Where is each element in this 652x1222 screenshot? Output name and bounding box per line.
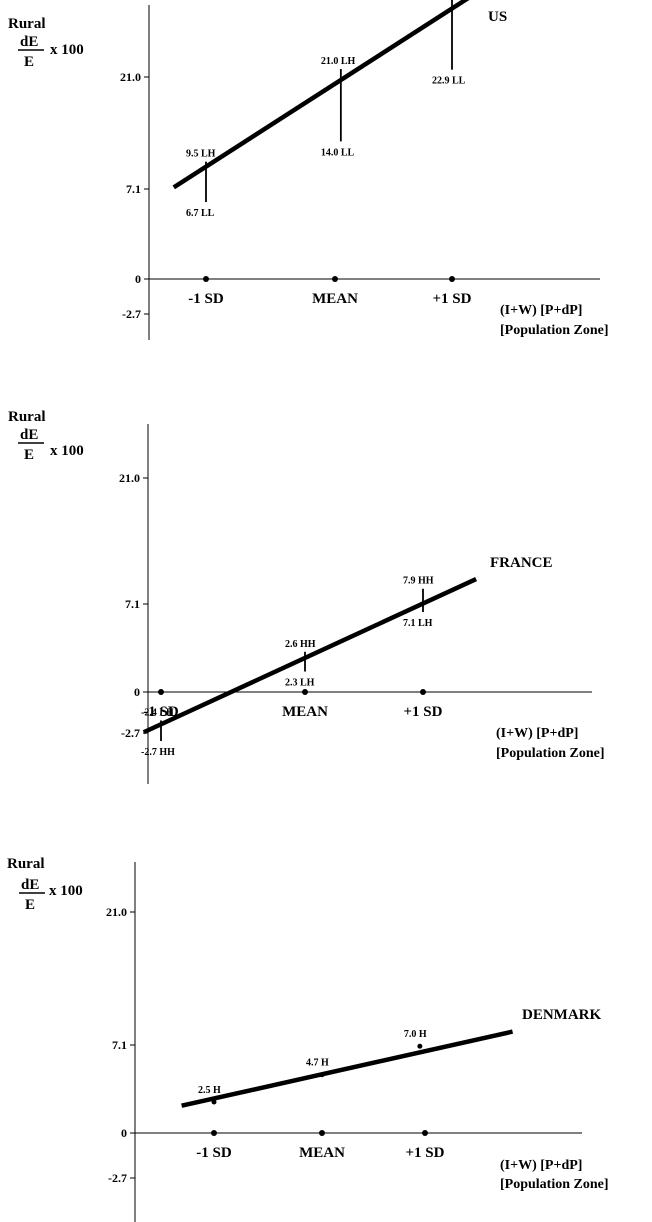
y-axis-label-numerator: dE: [20, 427, 38, 443]
x-tick-dot: [302, 689, 308, 695]
range-high-label: 2.6 HH: [285, 639, 316, 650]
x-tick-label: +1 SD: [404, 704, 443, 720]
y-axis-label-multiplier: x 100: [50, 42, 84, 58]
y-axis-label-denominator: E: [24, 54, 34, 70]
x-tick-dot: [158, 689, 164, 695]
range-low-label: -2.7 HH: [141, 747, 175, 758]
series-line: [172, 0, 470, 190]
x-tick-dot: [211, 1130, 217, 1136]
range-high-label: -2.4 LH: [141, 707, 174, 718]
range-low-label: 7.1 LH: [403, 618, 433, 629]
y-axis-label-rural: Rural: [8, 409, 46, 425]
y-axis-label-multiplier: x 100: [50, 443, 84, 459]
x-tick-dot: [203, 276, 209, 282]
data-point-label: 2.5 H: [198, 1085, 221, 1096]
y-tick-label: 0: [121, 1126, 127, 1140]
range-low-label: 2.3 LH: [285, 677, 315, 688]
y-axis-label-denominator: E: [24, 447, 34, 463]
x-axis-label: (I+W) [P+dP]: [496, 726, 578, 741]
y-tick-label: 21.0: [120, 70, 141, 84]
x-tick-label: +1 SD: [433, 291, 472, 307]
range-high-label: 9.5 LH: [186, 149, 216, 160]
x-tick-dot: [332, 276, 338, 282]
x-tick-label: -1 SD: [196, 1145, 232, 1161]
y-tick-label: 21.0: [119, 471, 140, 485]
x-tick-dot: [319, 1130, 325, 1136]
x-tick-label: -1 SD: [143, 704, 179, 720]
x-tick-dot: [449, 276, 455, 282]
data-point: [319, 1072, 325, 1078]
x-tick-label: MEAN: [312, 291, 358, 307]
y-tick-label: 21.0: [106, 905, 127, 919]
y-axis-label-denominator: E: [25, 897, 35, 913]
x-axis-label-zone: [Population Zone]: [500, 323, 609, 338]
range-low-label: 6.7 LL: [186, 208, 215, 219]
range-low-label: 14.0 LL: [321, 147, 355, 158]
x-tick-dot: [420, 689, 426, 695]
x-axis-label: (I+W) [P+dP]: [500, 1158, 582, 1173]
y-tick-label: -2.7: [108, 1171, 127, 1185]
series-line: [142, 577, 478, 735]
range-low-label: 22.9 LL: [432, 76, 466, 87]
x-tick-dot: [422, 1130, 428, 1136]
series-name-label: DENMARK: [522, 1007, 601, 1023]
x-axis-label-zone: [Population Zone]: [500, 1177, 609, 1192]
data-point-label: 4.7 H: [306, 1058, 329, 1069]
data-point: [211, 1099, 217, 1105]
y-axis-label-rural: Rural: [8, 16, 46, 32]
x-axis-label: (I+W) [P+dP]: [500, 303, 582, 318]
series-name-label: US: [488, 9, 507, 25]
x-tick-label: -1 SD: [188, 291, 224, 307]
y-tick-label: 7.1: [126, 182, 141, 196]
x-tick-label: +1 SD: [406, 1145, 445, 1161]
data-point: [417, 1043, 423, 1049]
y-axis-label-numerator: dE: [21, 877, 39, 893]
y-axis-label-rural: Rural: [7, 856, 45, 872]
y-axis-label-numerator: dE: [20, 34, 38, 50]
series-line: [181, 1029, 514, 1108]
y-tick-label: -2.7: [122, 307, 141, 321]
range-high-label: 21.0 LH: [321, 56, 356, 67]
x-tick-label: MEAN: [282, 704, 328, 720]
y-tick-label: 7.1: [112, 1038, 127, 1052]
y-tick-label: 0: [135, 272, 141, 286]
y-axis-label-multiplier: x 100: [49, 883, 83, 899]
y-tick-label: -2.7: [121, 726, 140, 740]
series-name-label: FRANCE: [490, 555, 553, 571]
y-tick-label: 0: [134, 685, 140, 699]
range-high-label: 7.9 HH: [403, 576, 434, 587]
y-tick-label: 7.1: [125, 597, 140, 611]
x-axis-label-zone: [Population Zone]: [496, 746, 605, 761]
x-tick-label: MEAN: [299, 1145, 345, 1161]
data-point-label: 7.0 H: [404, 1029, 427, 1040]
